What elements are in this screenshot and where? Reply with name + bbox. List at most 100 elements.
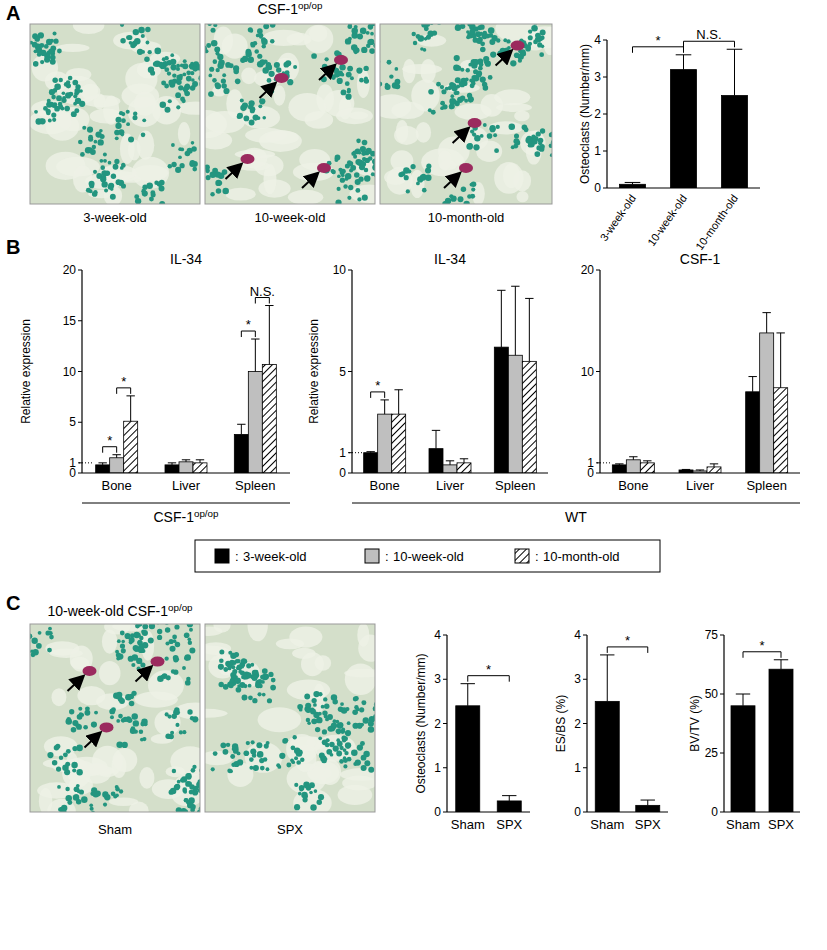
cell xyxy=(261,37,266,42)
cell xyxy=(40,60,44,64)
y-axis-label: Osteoclasts (Number/mm) xyxy=(578,44,592,184)
cell xyxy=(363,196,367,200)
bar: 10-month-old xyxy=(707,467,721,473)
cell xyxy=(100,165,105,170)
cell xyxy=(260,766,265,771)
image-frame xyxy=(380,24,552,204)
cell xyxy=(182,787,187,792)
cell xyxy=(69,709,74,714)
bar xyxy=(179,462,193,473)
matrix xyxy=(205,626,222,635)
cell xyxy=(490,51,496,57)
cell xyxy=(279,753,285,759)
cell xyxy=(353,696,358,701)
cell xyxy=(337,78,343,84)
matrix xyxy=(455,104,492,121)
matrix xyxy=(148,670,184,700)
cell xyxy=(357,744,363,750)
cell xyxy=(103,153,107,157)
error-bar xyxy=(762,313,770,333)
bar: 10-week-old xyxy=(443,465,457,473)
cell xyxy=(535,33,541,39)
cell xyxy=(494,148,499,153)
cell xyxy=(205,164,210,170)
y-axis-label: ES/BS (%) xyxy=(554,695,568,752)
cell xyxy=(369,48,375,54)
cell xyxy=(510,60,516,66)
error-cap xyxy=(762,312,770,313)
matrix xyxy=(421,148,464,176)
cell xyxy=(121,163,126,168)
cell xyxy=(445,87,449,91)
cell xyxy=(362,31,366,35)
cell xyxy=(331,170,336,175)
cell xyxy=(189,647,195,653)
cell xyxy=(211,767,215,771)
error-stem xyxy=(398,390,399,414)
cell xyxy=(53,39,58,44)
cell xyxy=(314,789,318,793)
error-stem xyxy=(515,286,516,355)
matrix xyxy=(235,150,275,159)
cell xyxy=(118,714,123,719)
cell xyxy=(120,631,125,636)
cell xyxy=(133,645,139,651)
cell xyxy=(72,80,78,86)
arrow xyxy=(136,668,151,682)
cell xyxy=(339,64,345,70)
cell xyxy=(347,66,353,72)
bar: 3-week-old xyxy=(494,347,508,473)
matrix xyxy=(141,631,154,661)
matrix xyxy=(342,775,375,790)
image-bg xyxy=(30,24,200,204)
y-tick-label: 10 xyxy=(581,365,595,379)
matrix xyxy=(394,126,419,145)
cell xyxy=(48,119,52,123)
error-bar xyxy=(98,463,106,465)
significance-label: * xyxy=(625,633,630,648)
cell xyxy=(126,634,130,638)
cell xyxy=(268,672,273,677)
cell xyxy=(343,736,348,741)
x-tick-label: Spleen xyxy=(746,478,786,493)
cell xyxy=(168,79,174,85)
cell xyxy=(54,84,61,91)
error-stem xyxy=(607,655,608,701)
cell xyxy=(49,102,54,107)
error-cap xyxy=(446,460,454,461)
matrix xyxy=(102,629,117,653)
cell xyxy=(190,716,194,720)
error-cap xyxy=(625,182,641,183)
cell xyxy=(157,181,163,187)
cell xyxy=(189,628,193,632)
error-stem xyxy=(384,400,385,414)
cell xyxy=(208,91,214,97)
cell xyxy=(440,85,444,89)
cell xyxy=(119,111,123,115)
x-tick-label: Spleen xyxy=(235,478,275,493)
cell xyxy=(347,196,351,200)
cell xyxy=(246,672,251,677)
legend: :3-week-old:10-week-old:10-month-old xyxy=(195,540,660,572)
cell xyxy=(496,38,500,42)
error-bar xyxy=(196,460,204,463)
cell xyxy=(213,59,218,64)
matrix xyxy=(345,663,375,695)
cell xyxy=(38,631,42,635)
significance: N.S. xyxy=(250,284,275,304)
osteoclast xyxy=(334,55,348,65)
cell xyxy=(413,41,417,45)
cell xyxy=(538,138,544,144)
cell xyxy=(348,185,353,190)
error-bar xyxy=(446,461,454,465)
cell xyxy=(480,134,484,138)
matrix xyxy=(222,33,248,58)
cell xyxy=(489,29,493,33)
cell xyxy=(211,40,218,47)
cell xyxy=(65,787,69,791)
cell xyxy=(326,749,332,755)
cell xyxy=(364,175,370,181)
cell xyxy=(177,780,181,784)
error-cap xyxy=(461,683,475,684)
error-cap xyxy=(251,339,259,340)
